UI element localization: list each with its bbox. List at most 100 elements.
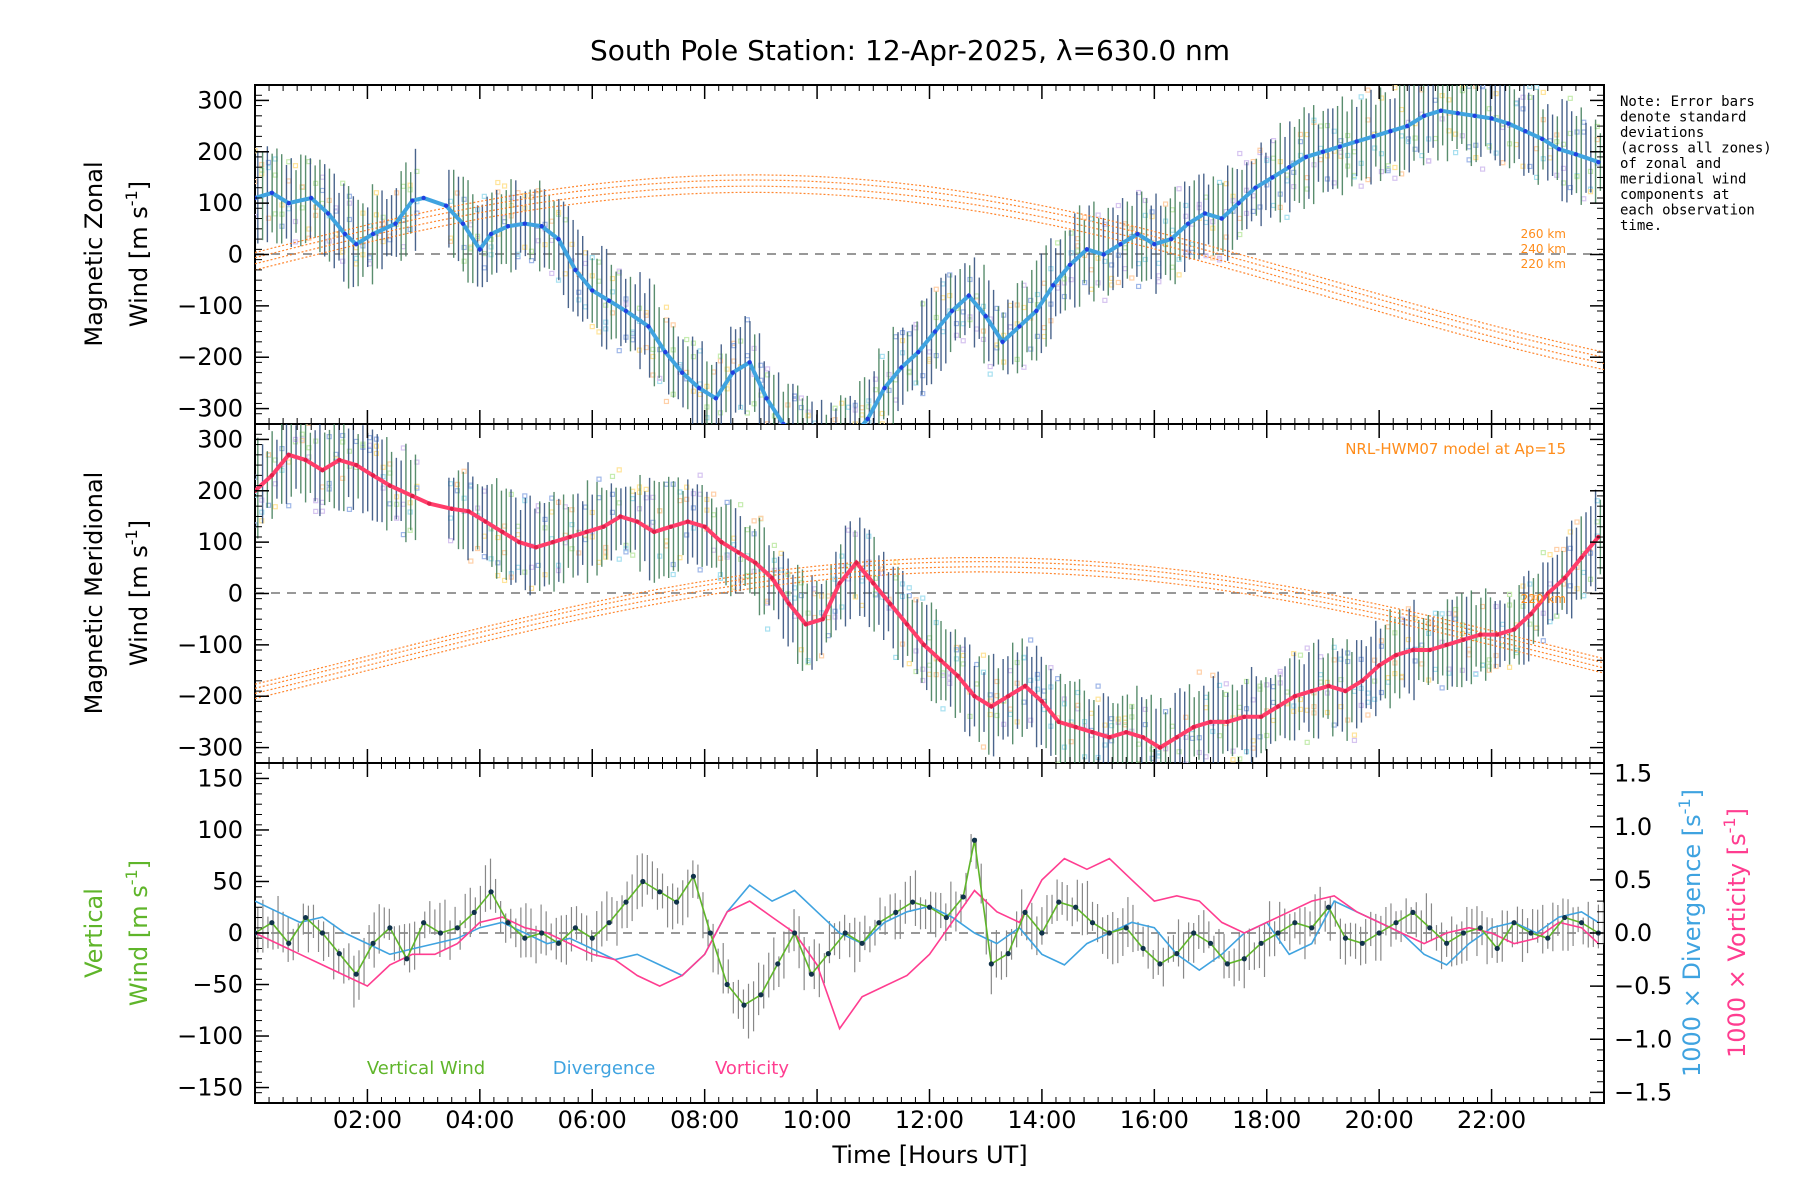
meridional-mean-point xyxy=(337,457,342,463)
zonal-scatter-point xyxy=(569,241,575,247)
meridional-scatter-point xyxy=(980,652,987,658)
meridional-scatter-point xyxy=(603,549,609,555)
meridional-ytick-label: −300 xyxy=(177,734,243,762)
meridional-scatter-point xyxy=(1439,611,1445,617)
zonal-scatter-point xyxy=(495,179,501,186)
zonal-scatter-point xyxy=(947,272,953,278)
meridional-mean-point xyxy=(1579,555,1584,560)
meridional-mean-point xyxy=(410,493,415,499)
meridional-scatter-point xyxy=(1061,744,1068,750)
meridional-scatter-point xyxy=(1061,696,1068,702)
zonal-scatter-point xyxy=(920,301,926,307)
zonal-scatter-point xyxy=(340,180,346,186)
meridional-mean-point xyxy=(1444,642,1449,648)
zonal-mean-point xyxy=(949,308,955,314)
meridional-scatter-point xyxy=(286,503,292,509)
zonal-mean-point xyxy=(1320,149,1326,154)
meridional-scatter-point xyxy=(684,496,690,502)
zonal-mean-point xyxy=(696,385,702,391)
zonal-scatter-point xyxy=(1527,94,1533,100)
meridional-scatter-point xyxy=(569,522,575,528)
zonal-scatter-point xyxy=(1291,183,1297,190)
meridional-mean-point xyxy=(449,506,454,511)
zonal-scatter-point xyxy=(603,319,609,325)
meridional-mean-point xyxy=(1478,632,1483,637)
meridional-scatter-point xyxy=(953,656,960,662)
zonal-scatter-point xyxy=(1176,256,1182,262)
meridional-scatter-point xyxy=(1291,708,1297,714)
zonal-ytick-label: −300 xyxy=(177,395,243,423)
meridional-mean-point xyxy=(387,483,393,488)
meridional-ytick-label: 100 xyxy=(197,528,243,556)
vertical-wind-point xyxy=(1089,920,1096,926)
xtick-label: 02:00 xyxy=(333,1106,402,1134)
zonal-scatter-point xyxy=(1068,230,1074,236)
meridional-model-curve xyxy=(255,556,1604,685)
meridional-scatter-point xyxy=(771,542,777,548)
zonal-mean-point xyxy=(916,349,921,355)
meridional-mean-point xyxy=(1545,591,1550,596)
zonal-scatter-point xyxy=(454,190,460,196)
meridional-scatter-point xyxy=(1230,757,1236,763)
meridional-scatter-point xyxy=(1540,550,1546,556)
meridional-scatter-point xyxy=(259,509,265,515)
meridional-scatter-point xyxy=(1257,734,1263,740)
xtick-label: 20:00 xyxy=(1345,1106,1414,1134)
meridional-scatter-point xyxy=(1486,657,1492,663)
vorticity-line xyxy=(255,857,1599,1031)
meridional-mean-point xyxy=(921,642,927,648)
meridional-mean-point xyxy=(1157,745,1163,750)
zonal-scatter-point xyxy=(1034,291,1041,298)
zonal-scatter-point xyxy=(1068,277,1074,283)
zonal-model-curve xyxy=(255,185,1604,364)
y2-tick-label: −1.0 xyxy=(1614,1025,1672,1053)
zonal-mean-point xyxy=(410,198,415,203)
meridional-scatter-point xyxy=(1183,734,1189,740)
meridional-mean-point xyxy=(1225,719,1230,725)
zonal-scatter-point xyxy=(1135,283,1142,290)
meridional-scatter-point xyxy=(1560,546,1567,553)
meridional-scatter-point xyxy=(373,450,380,457)
meridional-scatter-point xyxy=(1061,701,1068,707)
meridional-scatter-point xyxy=(839,563,845,569)
meridional-scatter-point xyxy=(596,476,602,482)
vertical-wind-point xyxy=(1157,961,1163,967)
zonal-mean-point xyxy=(1017,324,1022,329)
meridional-scatter-point xyxy=(340,439,346,445)
meridional-mean-point xyxy=(1528,611,1534,617)
meridional-ytick-label: 0 xyxy=(228,580,243,608)
zonal-scatter-point xyxy=(657,378,663,385)
meridional-mean-point xyxy=(1005,694,1011,699)
meridional-mean-point xyxy=(769,575,775,581)
zonal-scatter-point xyxy=(913,380,919,386)
zonal-mean-point xyxy=(1556,147,1562,152)
meridional-scatter-point xyxy=(690,525,697,531)
zonal-model-curve xyxy=(255,191,1604,371)
zonal-mean-point xyxy=(1523,129,1528,134)
meridional-scatter-point xyxy=(798,647,804,653)
vertical-wind-point xyxy=(404,956,410,962)
vertical-wind-point xyxy=(690,873,697,879)
meridional-scatter-point xyxy=(1486,663,1492,669)
meridional-scatter-point xyxy=(1028,677,1034,683)
vertical-wind-point xyxy=(471,909,477,915)
vertical-wind-point xyxy=(387,925,393,931)
vertical-wind-point xyxy=(1562,914,1568,921)
vertical-wind-point xyxy=(1191,930,1197,936)
meridional-scatter-point xyxy=(255,474,258,480)
zonal-scatter-point xyxy=(1129,275,1135,281)
zonal-ylabel-line1: Magnetic Zonal xyxy=(80,161,108,346)
note-line: of zonal and xyxy=(1620,156,1721,172)
meridional-scatter-point xyxy=(1183,761,1189,763)
zonal-mean-point xyxy=(1388,129,1393,134)
zonal-scatter-point xyxy=(1297,152,1304,159)
meridional-scatter-point xyxy=(906,661,912,667)
vertical-wind-point xyxy=(1359,940,1365,946)
zonal-scatter-point xyxy=(1061,276,1068,282)
meridional-model-curve xyxy=(255,561,1604,689)
zonal-scatter-point xyxy=(1257,147,1263,153)
model-240km-label: 240 km xyxy=(1521,242,1566,256)
meridional-mean-point xyxy=(955,673,960,678)
zonal-mean-point xyxy=(325,211,331,216)
legend-vertical-wind: Vertical Wind xyxy=(367,1058,485,1079)
